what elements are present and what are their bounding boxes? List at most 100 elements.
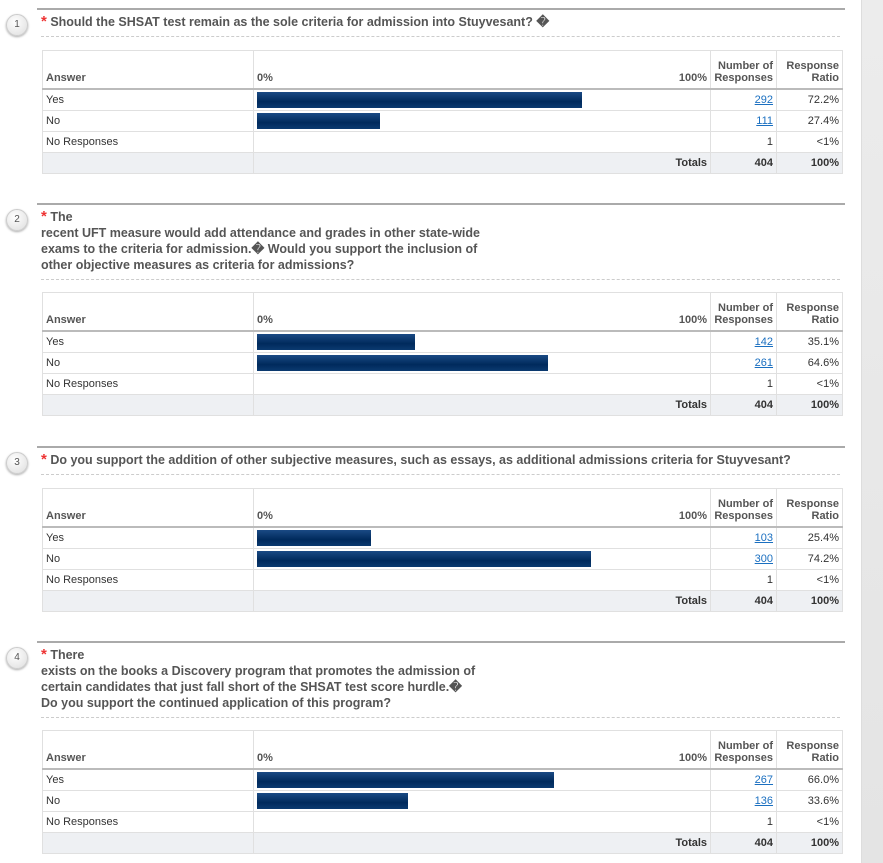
bar-cell [252, 373, 712, 395]
response-ratio: 27.4% [776, 110, 843, 132]
total-count: 404 [710, 394, 778, 416]
question-title: * There exists on the books a Discovery … [41, 647, 840, 718]
answer-label: No [42, 110, 254, 132]
divider [37, 8, 845, 10]
response-count-link[interactable]: 111 [756, 115, 774, 127]
table-row: Yes 103 25.4% [42, 526, 843, 549]
response-count: 1 [766, 816, 774, 828]
bar-cell [252, 768, 712, 791]
question-title: * Should the SHSAT test remain as the so… [41, 14, 840, 37]
scrollbar[interactable] [861, 0, 883, 863]
total-ratio: 100% [776, 832, 843, 854]
response-count-link[interactable]: 136 [754, 795, 774, 807]
ratio-header: Response Ratio [776, 488, 843, 528]
scale-max: 100% [678, 752, 708, 764]
answer-header: Answer [42, 488, 254, 528]
answer-header: Answer [42, 730, 254, 770]
table-row: No 300 74.2% [42, 548, 843, 570]
totals-row: Totals 404 100% [42, 394, 843, 416]
answer-label: Yes [42, 526, 254, 549]
scale-min: 0% [256, 752, 273, 764]
table-row: No 111 27.4% [42, 110, 843, 132]
total-count: 404 [710, 832, 778, 854]
results-table: Answer 0% 100% Number of Responses Respon… [42, 730, 843, 854]
scale-header: 0% 100% [252, 50, 712, 90]
answer-label: Yes [42, 88, 254, 111]
results-table: Answer 0% 100% Number of Responses Respon… [42, 292, 843, 416]
response-bar [256, 113, 381, 129]
total-ratio: 100% [776, 152, 843, 174]
required-icon: * [41, 13, 47, 30]
bar-cell [252, 811, 712, 833]
count-header: Number of Responses [710, 730, 778, 770]
response-count: 1 [766, 574, 774, 586]
totals-row: Totals 404 100% [42, 832, 843, 854]
required-icon: * [41, 208, 47, 225]
results-table: Answer 0% 100% Number of Responses Respon… [42, 488, 843, 612]
answer-label: No Responses [42, 811, 254, 833]
table-row: No Responses 1 <1% [42, 811, 843, 833]
results-table: Answer 0% 100% Number of Responses Respon… [42, 50, 843, 174]
response-ratio: 35.1% [776, 330, 843, 353]
totals-label: Totals [252, 590, 712, 612]
answer-label: No [42, 352, 254, 374]
scale-max: 100% [678, 510, 708, 522]
bar-cell [252, 110, 712, 132]
scale-min: 0% [256, 510, 273, 522]
scale-max: 100% [678, 72, 708, 84]
table-row: No Responses 1 <1% [42, 131, 843, 153]
response-ratio: <1% [776, 131, 843, 153]
response-count-link[interactable]: 300 [754, 553, 774, 565]
bar-cell [252, 131, 712, 153]
question-title: * The recent UFT measure would add atten… [41, 209, 840, 280]
question-title: * Do you support the addition of other s… [41, 452, 840, 475]
bar-cell [252, 88, 712, 111]
response-count-link[interactable]: 292 [754, 94, 774, 106]
scale-header: 0% 100% [252, 730, 712, 770]
answer-label: No [42, 790, 254, 812]
total-ratio: 100% [776, 590, 843, 612]
answer-label: No Responses [42, 373, 254, 395]
scale-header: 0% 100% [252, 292, 712, 332]
count-header: Number of Responses [710, 292, 778, 332]
response-ratio: 25.4% [776, 526, 843, 549]
answer-label: Yes [42, 768, 254, 791]
question-number: 2 [6, 209, 28, 231]
response-count-link[interactable]: 261 [754, 357, 774, 369]
bar-cell [252, 352, 712, 374]
total-ratio: 100% [776, 394, 843, 416]
table-row: Yes 142 35.1% [42, 330, 843, 353]
response-count-link[interactable]: 267 [754, 774, 774, 786]
ratio-header: Response Ratio [776, 292, 843, 332]
answer-header: Answer [42, 292, 254, 332]
required-icon: * [41, 646, 47, 663]
bar-cell [252, 330, 712, 353]
answer-label: No [42, 548, 254, 570]
ratio-header: Response Ratio [776, 730, 843, 770]
response-ratio: 64.6% [776, 352, 843, 374]
answer-label: Yes [42, 330, 254, 353]
response-ratio: 66.0% [776, 768, 843, 791]
ratio-header: Response Ratio [776, 50, 843, 90]
count-header: Number of Responses [710, 488, 778, 528]
response-bar [256, 551, 591, 567]
question-number: 1 [6, 14, 28, 36]
response-bar [256, 334, 415, 350]
scale-min: 0% [256, 314, 273, 326]
divider [37, 641, 845, 643]
response-count-link[interactable]: 142 [754, 336, 774, 348]
totals-row: Totals 404 100% [42, 590, 843, 612]
response-bar [256, 355, 548, 371]
table-row: No 136 33.6% [42, 790, 843, 812]
response-ratio: <1% [776, 373, 843, 395]
response-ratio: 74.2% [776, 548, 843, 570]
scale-max: 100% [678, 314, 708, 326]
bar-cell [252, 569, 712, 591]
response-ratio: 72.2% [776, 88, 843, 111]
total-count: 404 [710, 152, 778, 174]
totals-row: Totals 404 100% [42, 152, 843, 174]
response-bar [256, 772, 554, 788]
bar-cell [252, 526, 712, 549]
response-ratio: <1% [776, 811, 843, 833]
response-count-link[interactable]: 103 [754, 532, 774, 544]
